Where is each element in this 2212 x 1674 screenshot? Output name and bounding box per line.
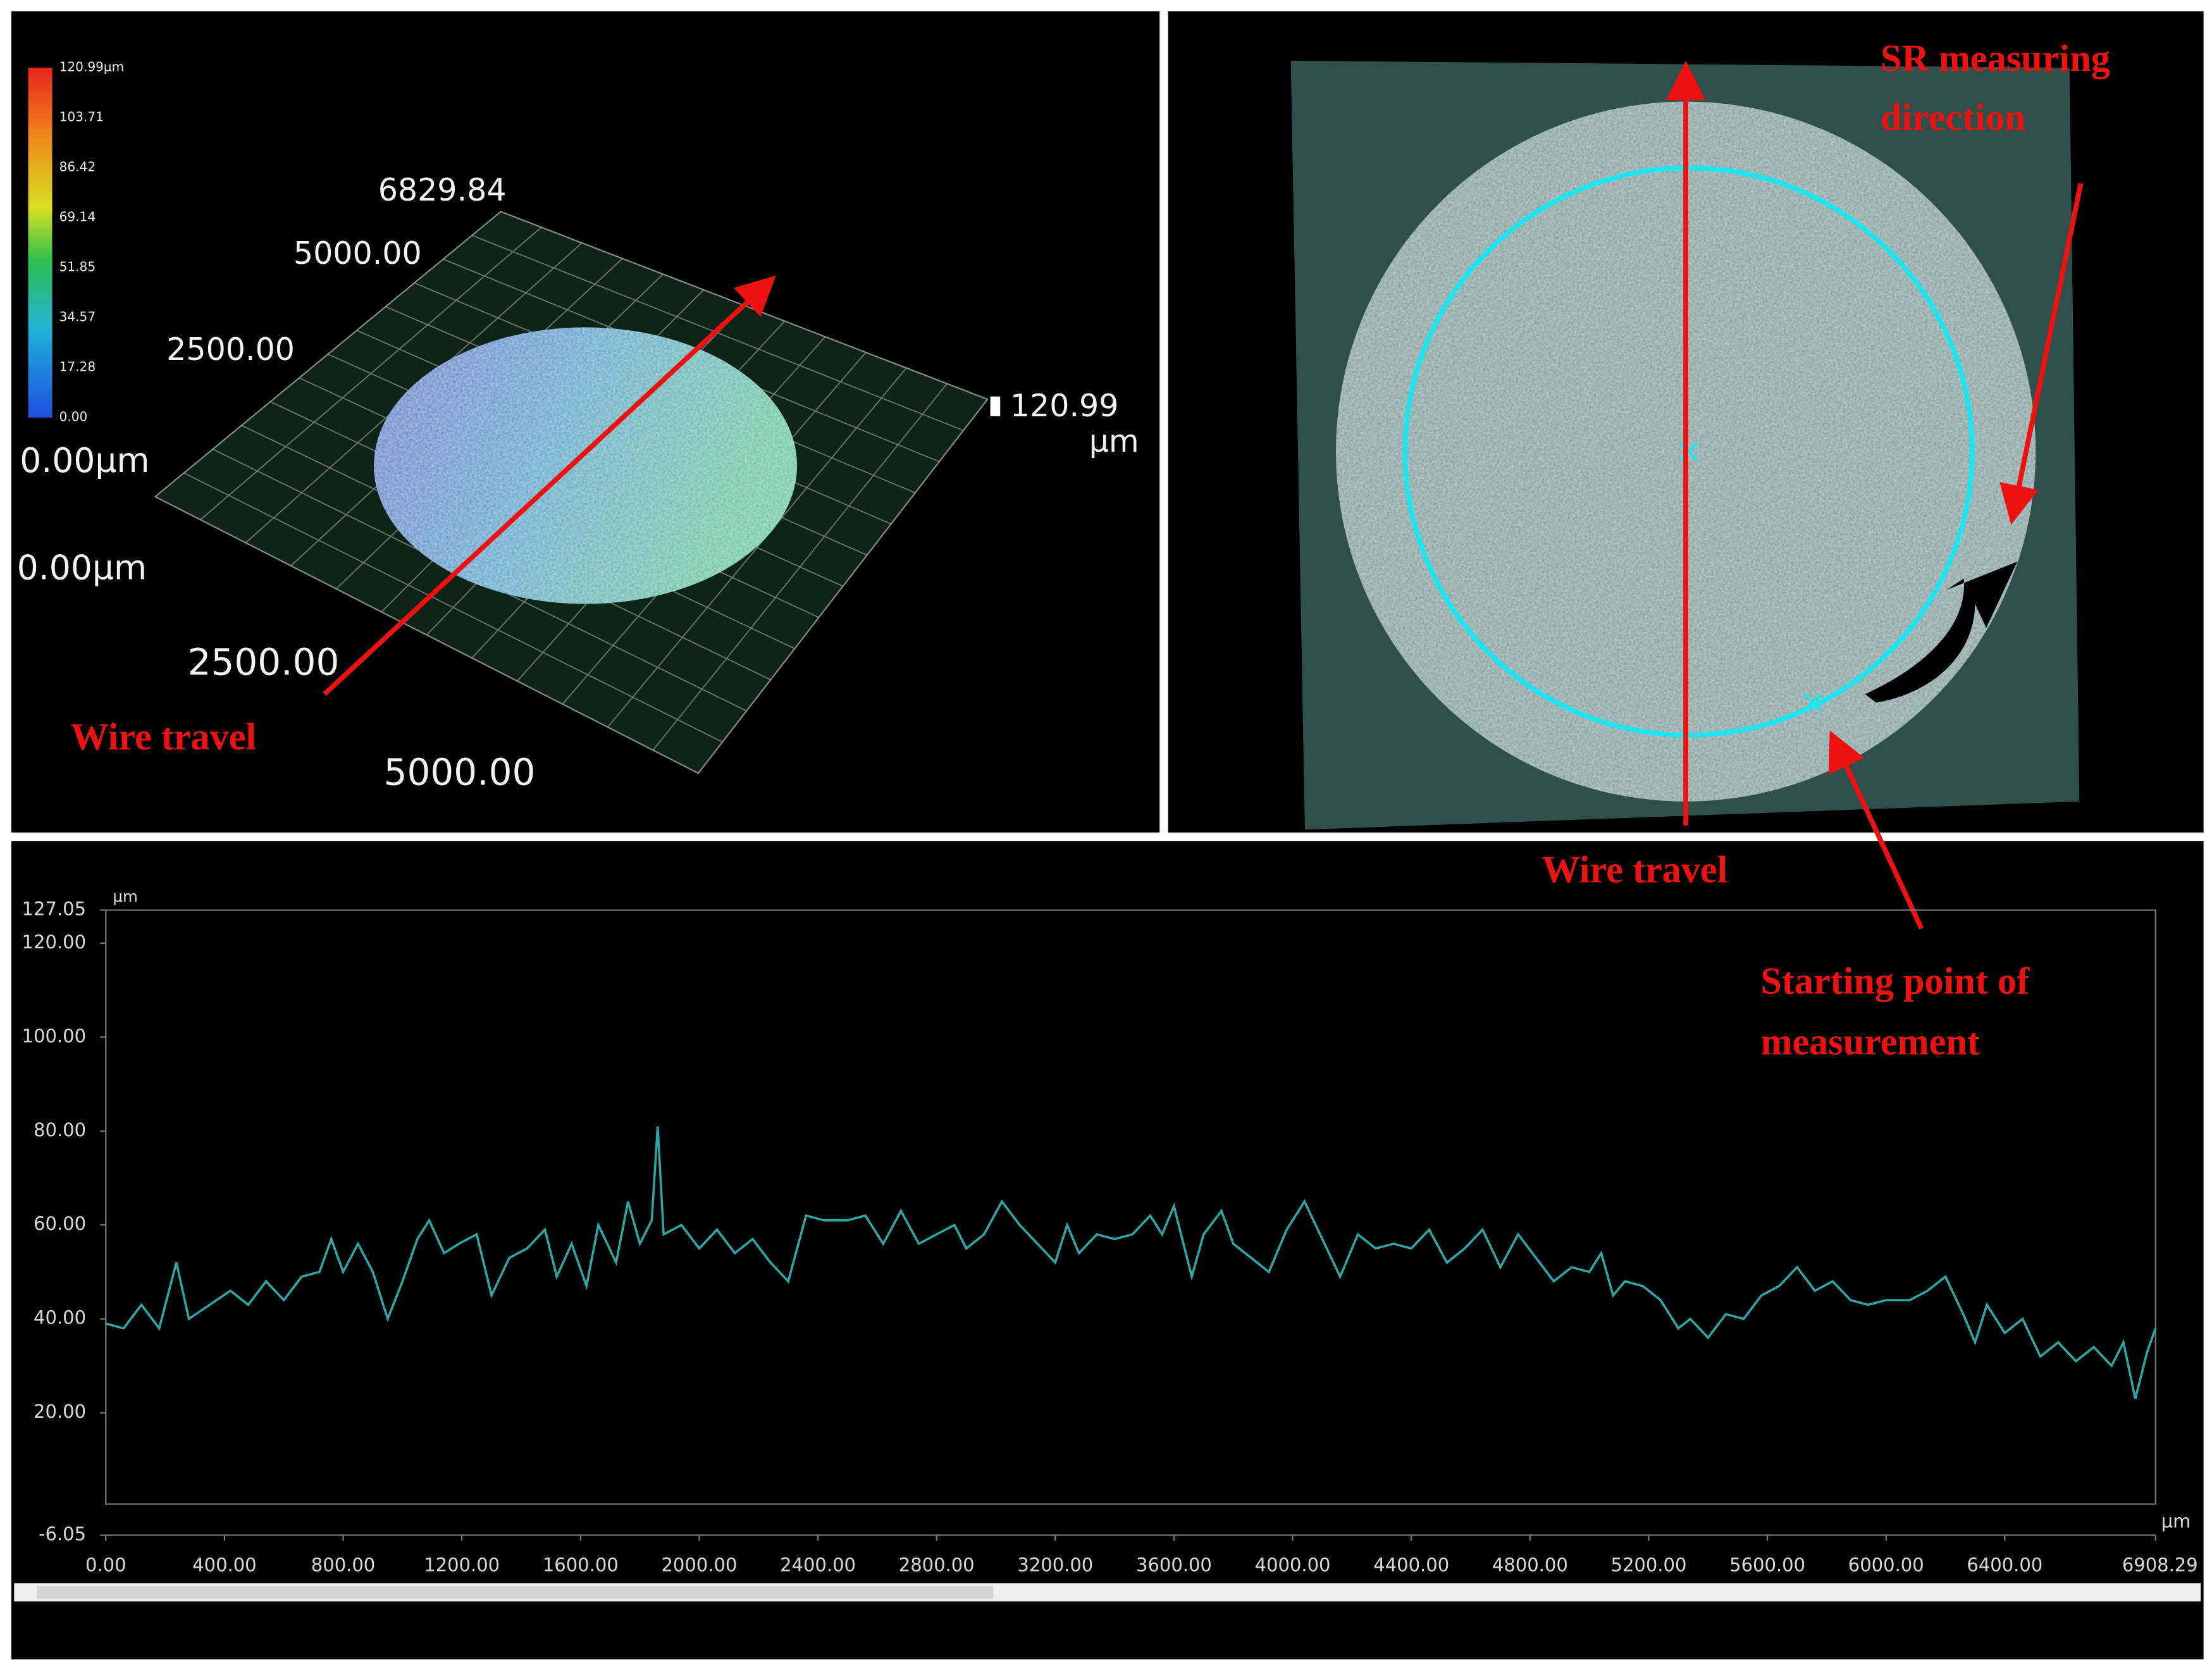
x-tick-label: 5600.00	[1729, 1554, 1805, 1576]
axis-label: 0.00µm	[20, 440, 149, 480]
z-max-label: 120.99	[1010, 387, 1119, 424]
sr-arrow	[1999, 183, 2084, 525]
z-unit-label: µm	[1089, 423, 1139, 459]
axis-label: 0.00µm	[17, 548, 147, 588]
x-tick-label: 1600.00	[543, 1554, 619, 1576]
profile-chart: µm µm -6.05 20.00 40.00 60.00 80.00 100.00 120…	[22, 887, 2198, 1575]
axis-label: 2500.00	[166, 331, 295, 368]
y-tick-label: 20.00	[34, 1401, 86, 1422]
colorbar-label: 17.28	[59, 359, 96, 375]
plot-frame	[105, 909, 2156, 1505]
panel-profile	[11, 841, 2204, 1659]
y-unit: µm	[113, 887, 137, 905]
axis-label: 5000.00	[384, 751, 536, 794]
x-tick-label: 3600.00	[1136, 1554, 1212, 1576]
y-tick-label: 127.05	[22, 898, 86, 920]
colorbar-label: 34.57	[59, 309, 96, 325]
colorbar-label: 69.14	[59, 209, 96, 225]
colorbar-label: 103.71	[59, 109, 104, 125]
axis-label: 5000.00	[293, 235, 422, 271]
axis-label: 2500.00	[188, 641, 340, 684]
sample-surface	[374, 327, 798, 604]
annotation: measurement	[1760, 1020, 1980, 1063]
grid-line-3d	[607, 368, 907, 728]
x-tick-label: 6908.29	[2122, 1554, 2198, 1576]
wire-travel-arrow	[323, 275, 776, 697]
y-tick-label: 40.00	[34, 1307, 86, 1329]
x-tick-label: 2000.00	[661, 1554, 737, 1576]
colorbar-label: 120.99µm	[59, 59, 125, 75]
x-tick-label: 4000.00	[1255, 1554, 1331, 1576]
x-tick-label: 4800.00	[1492, 1554, 1568, 1576]
x-tick-label: 800.00	[311, 1554, 375, 1576]
surface-3d: 6829.84 5000.00 2500.00 0.00µm 0.00µm 25…	[17, 59, 1139, 794]
annotation: Wire travel	[1542, 848, 1728, 891]
x-unit: µm	[2161, 1510, 2191, 1532]
x-tick-label: 2400.00	[780, 1554, 856, 1576]
x-tick-label: 5200.00	[1611, 1554, 1687, 1576]
annotation: Wire travel	[71, 716, 257, 759]
x-tick-label: 0.00	[85, 1554, 127, 1576]
x-tick-label: 4400.00	[1373, 1554, 1449, 1576]
center-marks	[1679, 442, 1822, 712]
colorbar-label: 86.42	[59, 159, 96, 175]
start-arrow	[1828, 730, 1924, 930]
x-tick-label: 2800.00	[899, 1554, 975, 1576]
y-tick-label: 100.00	[22, 1025, 86, 1046]
grid-line-3d	[652, 383, 948, 751]
annotation: Starting point of	[1760, 960, 2030, 1003]
y-tick-label: 120.00	[22, 931, 86, 953]
y-tick-label: 80.00	[34, 1119, 86, 1141]
y-tick-label: -6.05	[39, 1523, 86, 1545]
x-tick-label: 6400.00	[1967, 1554, 2042, 1576]
profile-line	[105, 1126, 2157, 1399]
axis-label: 6829.84	[378, 171, 507, 208]
colorbar-label: 0.00	[59, 409, 88, 425]
colorbar	[28, 68, 53, 418]
x-tick-label: 6000.00	[1848, 1554, 1924, 1576]
x-tick-label: 1200.00	[424, 1554, 500, 1576]
measurement-path	[1402, 165, 1975, 738]
colorbar-label: 51.85	[59, 259, 96, 275]
y-tick-label: 60.00	[34, 1213, 86, 1234]
scrollbar-thumb[interactable]	[36, 1585, 994, 1599]
x-tick-label: 3200.00	[1017, 1554, 1093, 1576]
top-view: SR measuring direction Wire travel Start…	[1290, 37, 2110, 1063]
x-tick-label: 400.00	[192, 1554, 256, 1576]
annotation: direction	[1881, 97, 2026, 139]
z-marker	[990, 396, 1001, 416]
direction-arrow	[1865, 561, 2018, 703]
annotation: SR measuring	[1881, 37, 2110, 80]
